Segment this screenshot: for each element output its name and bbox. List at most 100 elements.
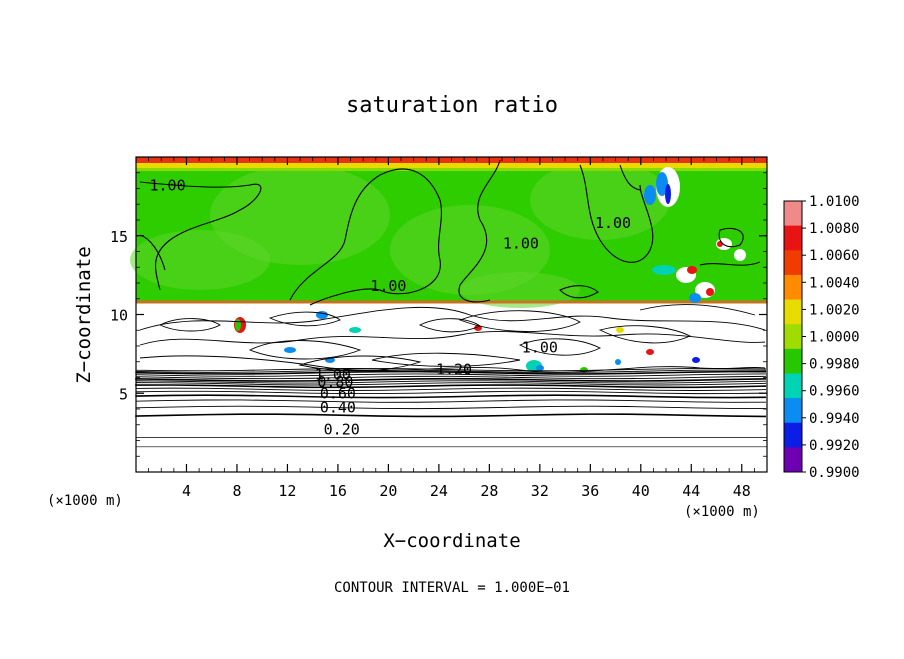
stratified-contour — [135, 380, 767, 384]
colorbar-label: 1.0040 — [809, 275, 860, 291]
upper-contour — [579, 164, 654, 263]
field-anomaly-spot — [644, 185, 656, 205]
x-tick-label: 28 — [480, 482, 498, 500]
layer-base-fringe — [136, 300, 767, 304]
cloud-contour — [458, 310, 581, 332]
x-tick-label: 48 — [733, 482, 751, 500]
x-unit-left: (×1000 m) — [47, 493, 123, 509]
colorbar: 1.0100 1.0080 1.0060 1.0040 1.0020 1.0000 0.99… — [783, 194, 860, 481]
cloud-contour — [139, 355, 766, 373]
contour-label: 0.20 — [324, 420, 360, 438]
contour-label: 1.00 — [522, 339, 558, 357]
colorbar-label: 0.9960 — [809, 384, 860, 400]
colorbar-swatch — [784, 274, 802, 301]
cloud-layer-spot — [235, 319, 241, 331]
x-tick-label: 24 — [430, 482, 448, 500]
x-axis-label: X−coordinate — [383, 530, 520, 552]
field-anomaly-spot — [717, 241, 723, 247]
contour-interval-note: CONTOUR INTERVAL = 1.000E−01 — [334, 580, 570, 596]
stratified-contour — [135, 375, 767, 380]
contour-label: 1.00 — [149, 176, 185, 194]
y-axis-label: Z−coordinate — [73, 246, 95, 383]
cloud-layer-spot — [536, 365, 544, 371]
x-tick-label: 12 — [278, 482, 296, 500]
plot-area: 1.00 1.00 1.00 1.00 1.00 1.00 1.20 0.800.600.40… — [110, 156, 768, 500]
field-anomaly-spot — [689, 293, 701, 303]
cloud-contour — [639, 304, 756, 316]
field-anomaly-spot — [656, 172, 668, 196]
y-tick-label: 10 — [110, 307, 128, 325]
upper-contour — [289, 168, 442, 306]
x-tick-label: 32 — [531, 482, 549, 500]
colorbar-swatch — [784, 422, 802, 448]
cloud-contour — [298, 355, 422, 372]
cloud-contour — [268, 311, 341, 327]
y-tick-label: 5 — [119, 385, 128, 403]
colorbar-label: 0.9920 — [809, 438, 860, 454]
colorbar-swatch — [784, 299, 802, 325]
x-tick-label: 44 — [682, 482, 700, 500]
colorbar-label: 1.0000 — [809, 330, 860, 346]
contour-label: 1.20 — [436, 361, 472, 379]
contour-label: 1.00 — [315, 365, 351, 383]
contour-lines — [135, 159, 767, 448]
stratified-contour — [135, 390, 767, 395]
contour-label: 1.00 — [370, 277, 406, 295]
contour-label: 1.00 — [503, 235, 539, 253]
y-tick-label: 15 — [110, 228, 128, 246]
upper-contour — [458, 159, 501, 303]
colorbar-swatch — [784, 324, 802, 350]
cloud-contour — [248, 340, 362, 360]
cloud-contour — [139, 331, 766, 346]
stratified-contour — [135, 405, 767, 410]
colorbar-swatch — [784, 398, 802, 424]
colorbar-label: 1.0100 — [809, 194, 860, 210]
x-tick-label: 40 — [632, 482, 650, 500]
field-anomaly-spot — [665, 184, 671, 204]
stratified-contour — [135, 373, 767, 377]
cloud-contour — [371, 352, 521, 367]
colorbar-swatch — [784, 250, 802, 276]
contour-label: 0.40 — [320, 398, 356, 416]
contour-label: 0.60 — [320, 384, 356, 402]
colorbar-label: 1.0080 — [809, 221, 860, 237]
colorbar-swatch — [784, 348, 802, 374]
colorbar-swatch — [784, 225, 802, 251]
cloud-layer-spot — [316, 311, 328, 319]
colorbar-label: 0.9940 — [809, 411, 860, 427]
chart-title: saturation ratio — [346, 93, 558, 118]
cloud-layer-spot — [692, 357, 700, 363]
cloud-layer-spot — [616, 327, 624, 333]
field-anomaly-spot — [687, 266, 697, 274]
stratified-contour — [135, 370, 767, 375]
cloud-contour — [418, 318, 481, 333]
cloud-contour — [139, 306, 766, 331]
stratified-contour — [135, 394, 767, 399]
upper-field-patch — [460, 272, 580, 308]
stratified-contour — [135, 368, 767, 372]
upper-field-patch — [130, 230, 270, 290]
upper-contour — [619, 164, 641, 191]
cloud-layer-spot — [646, 349, 654, 355]
x-tick-label: 4 — [182, 482, 191, 500]
stratified-contour — [135, 377, 767, 382]
x-axis-ticks: 4 8 12 16 20 24 28 32 36 40 44 48 — [148, 157, 755, 500]
x-tick-label: 8 — [232, 482, 241, 500]
cloud-contour — [598, 325, 692, 344]
stratified-contour — [135, 384, 767, 389]
colorbar-label: 0.9980 — [809, 357, 860, 373]
stratified-contour — [135, 369, 767, 373]
x-tick-label: 20 — [379, 482, 397, 500]
top-fringe-green — [136, 168, 767, 171]
cloud-contour — [158, 318, 221, 332]
cloud-layer-spot — [615, 359, 621, 365]
colorbar-swatch — [784, 201, 802, 227]
colorbar-swatch — [784, 373, 802, 399]
stratified-contour — [135, 382, 767, 386]
field-anomaly-spot — [706, 288, 714, 296]
x-unit-right: (×1000 m) — [684, 504, 760, 520]
upper-contour — [559, 285, 599, 299]
colorbar-label: 0.9900 — [809, 465, 860, 481]
